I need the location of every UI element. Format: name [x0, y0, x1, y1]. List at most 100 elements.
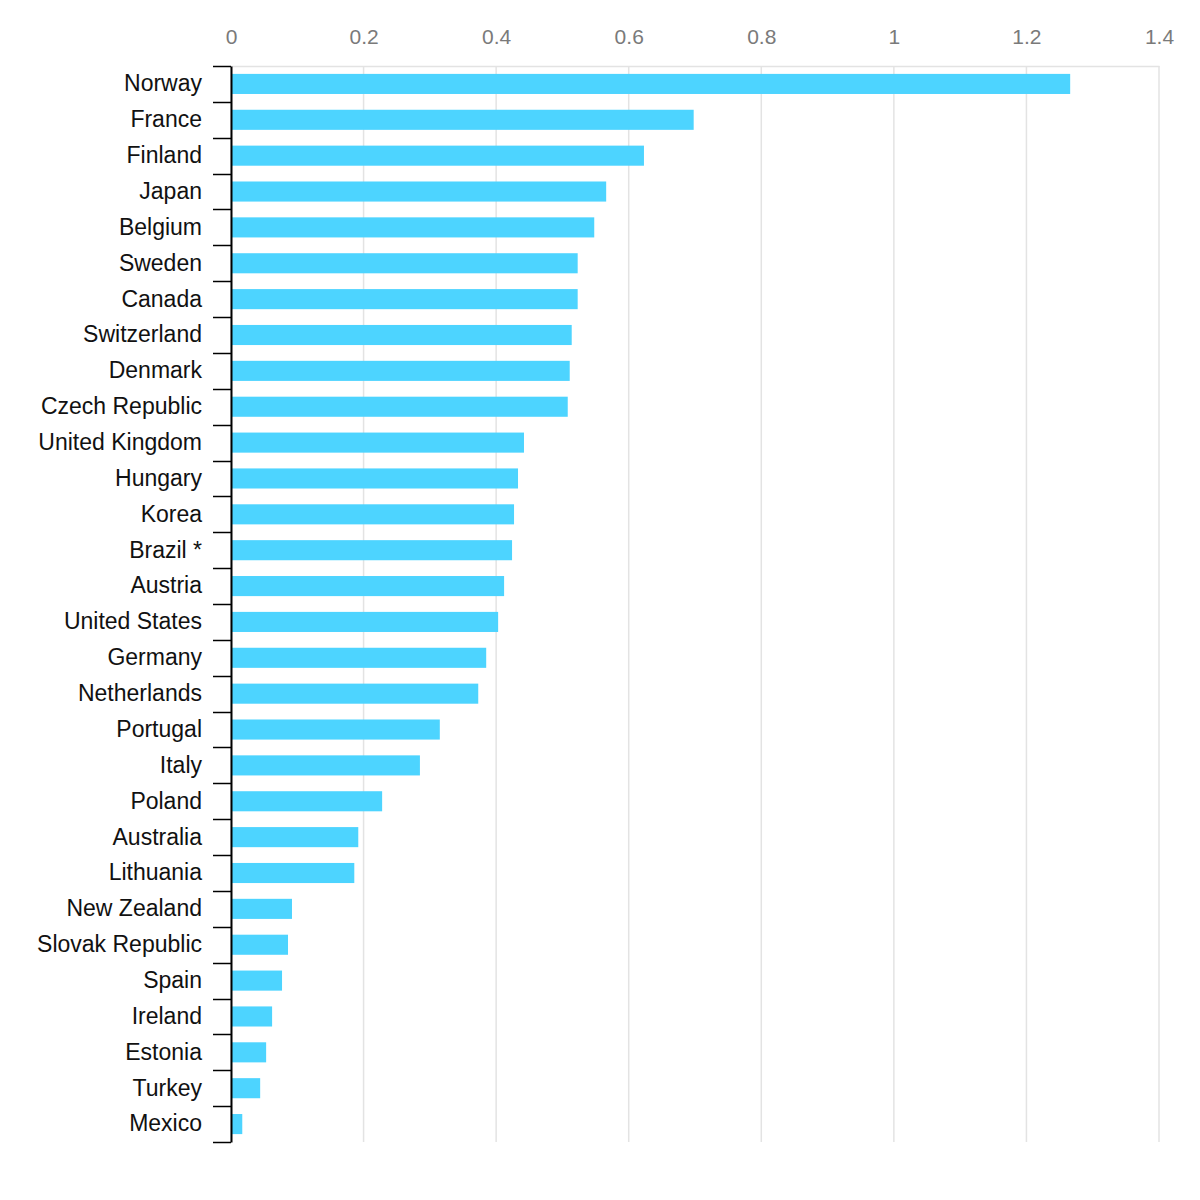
y-tick-label: Ireland	[132, 1003, 202, 1029]
bar	[231, 433, 524, 453]
y-tick: Norway	[124, 70, 231, 96]
y-tick: Korea	[141, 501, 231, 527]
bar	[231, 648, 486, 668]
x-tick-label: 1.2	[1012, 25, 1041, 48]
bar	[231, 827, 358, 847]
grid	[231, 66, 1159, 1142]
bar	[231, 540, 512, 560]
y-tick: Brazil *	[129, 537, 231, 563]
y-tick-label: United Kingdom	[38, 429, 202, 455]
category-separator	[213, 568, 231, 570]
category-separator	[213, 604, 231, 606]
y-tick-label: Spain	[143, 967, 202, 993]
y-tick: Switzerland	[83, 321, 231, 347]
category-separator	[213, 138, 231, 140]
x-axis: 0 0.2 0.4 0.6 0.8 1 1.2 1.4	[226, 25, 1175, 67]
x-tick-label: 0.4	[482, 25, 512, 48]
bar	[231, 325, 572, 345]
bar	[231, 935, 288, 955]
category-separator	[213, 532, 231, 534]
x-tick: 0	[226, 25, 238, 66]
x-tick: 0.2	[349, 25, 378, 66]
y-tick-label: Poland	[130, 788, 202, 814]
y-tick-label: Italy	[160, 752, 203, 778]
bar	[231, 755, 420, 775]
category-separator	[213, 102, 231, 104]
y-tick-label: Lithuania	[109, 859, 203, 885]
x-tick: 0.4	[482, 25, 512, 66]
bar	[231, 863, 354, 883]
category-separator	[213, 855, 231, 857]
category-separator	[213, 1070, 231, 1072]
bar	[231, 504, 514, 524]
bar	[231, 468, 518, 488]
y-tick: Belgium	[119, 214, 231, 240]
bar	[231, 899, 292, 919]
y-tick: Germany	[107, 644, 231, 670]
category-separator	[213, 66, 231, 68]
bar	[231, 110, 694, 130]
grid-line	[761, 66, 763, 1142]
y-tick-label: Sweden	[119, 250, 202, 276]
y-tick-label: New Zealand	[66, 895, 202, 921]
y-tick-label: Australia	[113, 823, 203, 849]
category-separator	[213, 1142, 231, 1144]
y-tick: Denmark	[109, 357, 231, 383]
y-tick: Ireland	[132, 1003, 231, 1029]
bar	[231, 181, 606, 201]
y-axis-line	[231, 67, 233, 1143]
y-tick-label: Czech Republic	[41, 393, 202, 419]
bar	[231, 1078, 260, 1098]
y-tick: Spain	[143, 967, 231, 993]
bar	[231, 1006, 272, 1026]
category-separator	[213, 640, 231, 642]
y-tick: Mexico	[129, 1110, 231, 1136]
x-tick: 1.4	[1145, 25, 1175, 66]
x-axis-line	[232, 66, 1160, 68]
y-tick: Portugal	[116, 716, 231, 742]
y-tick: Austria	[130, 572, 231, 598]
y-tick: United Kingdom	[38, 429, 231, 455]
category-separator	[213, 245, 231, 247]
y-tick-label: Slovak Republic	[37, 931, 202, 957]
y-tick-label: Switzerland	[83, 321, 202, 347]
x-tick: 1.2	[1012, 25, 1041, 66]
category-separator	[213, 712, 231, 714]
y-tick: Czech Republic	[41, 393, 231, 419]
category-separator	[213, 819, 231, 821]
category-separator	[213, 891, 231, 893]
category-separator	[213, 1034, 231, 1036]
y-tick: Italy	[160, 752, 231, 778]
x-tick-label: 1.4	[1145, 25, 1175, 48]
y-tick: Japan	[139, 178, 231, 204]
x-tick: 1	[889, 25, 901, 66]
y-tick-label: Germany	[107, 644, 202, 670]
y-tick: Estonia	[125, 1039, 231, 1065]
x-tick-label: 0	[226, 25, 238, 48]
category-separator	[213, 927, 231, 929]
bar	[231, 1114, 242, 1134]
category-separator	[213, 747, 231, 749]
category-separator	[213, 783, 231, 785]
y-tick: Netherlands	[78, 680, 231, 706]
y-tick-label: Brazil *	[129, 537, 202, 563]
y-tick: United States	[64, 608, 231, 634]
category-separators	[213, 67, 231, 1143]
y-tick-label: Finland	[127, 142, 202, 168]
grid-line	[628, 66, 630, 1142]
category-separator	[213, 676, 231, 678]
grid-line	[1026, 66, 1028, 1142]
y-tick: Lithuania	[109, 859, 231, 885]
x-tick: 0.6	[615, 25, 644, 66]
category-separator	[213, 389, 231, 391]
y-tick-label: France	[130, 106, 202, 132]
y-tick: Canada	[121, 285, 231, 311]
y-tick: Poland	[130, 788, 231, 814]
x-tick: 0.8	[747, 25, 776, 66]
bar	[231, 1042, 266, 1062]
category-separator	[213, 317, 231, 319]
bar	[231, 289, 578, 309]
y-tick-label: Hungary	[115, 465, 202, 491]
y-tick: Turkey	[133, 1075, 231, 1101]
x-tick-label: 0.8	[747, 25, 776, 48]
